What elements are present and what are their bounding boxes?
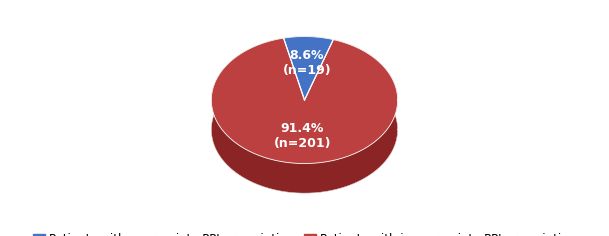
Polygon shape [211,38,398,164]
Polygon shape [284,37,333,69]
Polygon shape [211,38,398,193]
Text: 8.6%
(n=19): 8.6% (n=19) [283,49,331,77]
Text: 91.4%
(n=201): 91.4% (n=201) [274,122,331,150]
Polygon shape [284,37,333,100]
Legend: Patients with appropriate PPI prescription, Patients with inappropriate PPI pres: Patients with appropriate PPI prescripti… [33,233,576,236]
Polygon shape [211,66,398,193]
